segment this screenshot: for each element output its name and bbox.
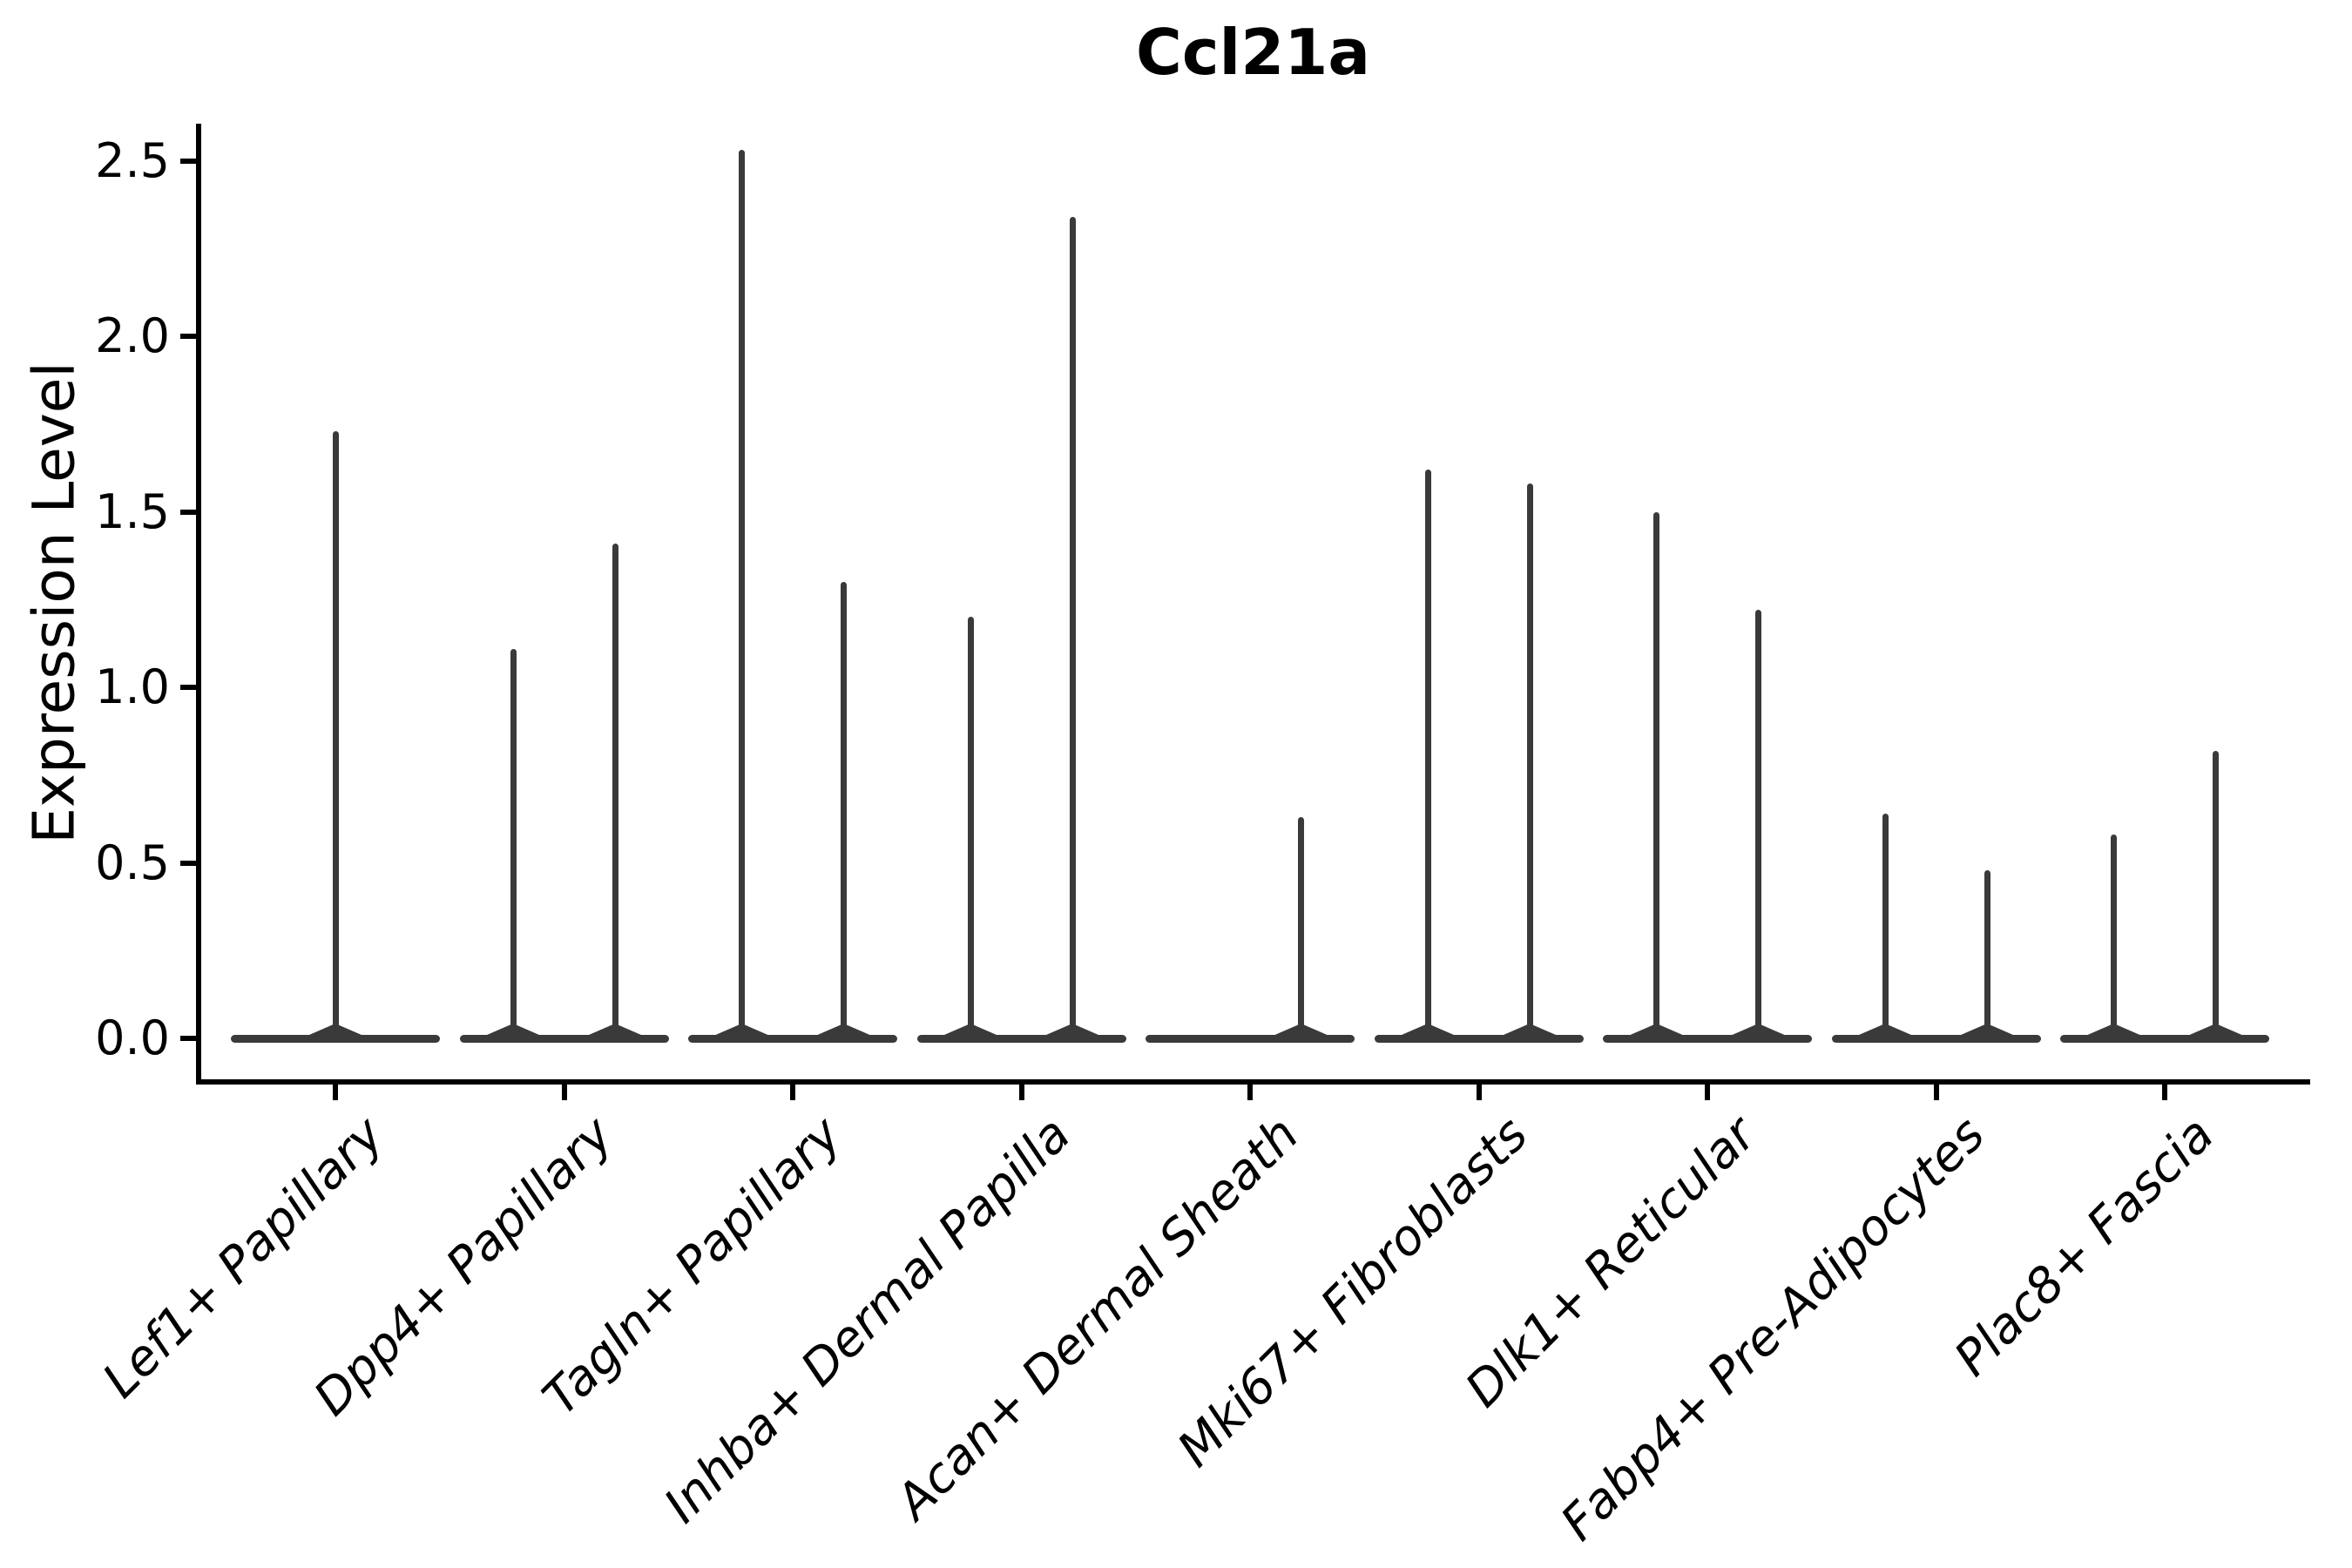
- x-tick-label: Acan+ Dermal Sheath: [885, 1105, 1310, 1531]
- violin-spike: [2111, 835, 2117, 1038]
- x-tick: [1247, 1085, 1253, 1100]
- violin-base: [916, 1034, 1126, 1043]
- violin-spike: [510, 648, 517, 1038]
- x-tick: [1476, 1085, 1482, 1100]
- violin-spike: [739, 150, 745, 1038]
- violin-spike: [841, 582, 847, 1038]
- violin-base: [231, 1034, 440, 1043]
- violin-spike: [1755, 610, 1761, 1038]
- violin-spike: [1653, 511, 1659, 1038]
- violin-base: [459, 1034, 669, 1043]
- violin-spike: [1526, 483, 1533, 1038]
- violin-base: [1374, 1034, 1584, 1043]
- y-tick-label: 2.5: [95, 132, 170, 188]
- x-tick-label: Inhba+ Dermal Papilla: [653, 1105, 1082, 1534]
- x-tick: [561, 1085, 567, 1100]
- x-tick-label: Fabp4+ Pre-Adipocytes: [1550, 1105, 1997, 1552]
- violin-base: [1603, 1034, 1812, 1043]
- y-tick: [180, 158, 196, 164]
- x-tick: [1018, 1085, 1024, 1100]
- violin-base: [1146, 1034, 1355, 1043]
- violin-spike: [1069, 216, 1076, 1038]
- violin-spike: [332, 430, 339, 1038]
- violin-spike: [1424, 470, 1431, 1038]
- y-tick: [180, 509, 196, 515]
- y-tick: [180, 334, 196, 339]
- y-tick-label: 1.5: [95, 483, 170, 539]
- x-tick: [333, 1085, 338, 1100]
- violin-spike: [1984, 869, 1990, 1038]
- y-axis-label: Expression Level: [20, 362, 88, 844]
- x-tick: [790, 1085, 795, 1100]
- violin-spike: [1882, 814, 1889, 1038]
- x-axis-line: [196, 1079, 2310, 1085]
- x-tick: [1933, 1085, 1939, 1100]
- y-tick: [180, 860, 196, 866]
- violin-spike: [612, 543, 618, 1038]
- violin-spike: [967, 617, 974, 1038]
- violin-spike: [1298, 817, 1304, 1038]
- y-tick-label: 0.0: [95, 1010, 170, 1065]
- x-tick: [1705, 1085, 1710, 1100]
- y-tick: [180, 1036, 196, 1041]
- y-axis-line: [196, 124, 201, 1085]
- y-tick-label: 1.0: [95, 659, 170, 714]
- violin-base: [1831, 1034, 2041, 1043]
- x-tick: [2162, 1085, 2167, 1100]
- y-tick-label: 2.0: [95, 308, 170, 363]
- violin-spike: [2213, 750, 2219, 1038]
- y-tick-label: 0.5: [95, 835, 170, 890]
- violin-base: [2060, 1034, 2269, 1043]
- violin-base: [688, 1034, 897, 1043]
- y-tick: [180, 685, 196, 690]
- chart-title: Ccl21a: [1136, 16, 1370, 89]
